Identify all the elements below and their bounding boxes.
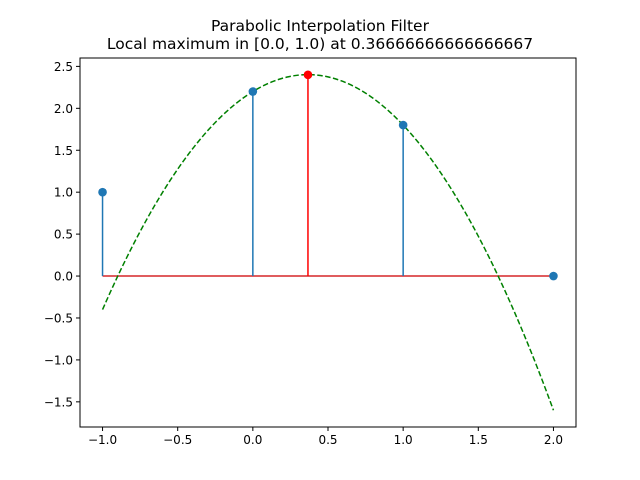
- y-tick-label: 2.5: [54, 60, 73, 74]
- x-tick-label: 0.0: [243, 433, 262, 447]
- y-tick-label: 0.5: [54, 228, 73, 242]
- y-tick-label: 1.5: [54, 144, 73, 158]
- interpolation-curve: [101, 73, 555, 411]
- y-tick-label: 1.0: [54, 186, 73, 200]
- peak-point: [303, 70, 313, 80]
- x-tick-label: −0.5: [163, 433, 192, 447]
- x-tick-label: 1.0: [394, 433, 413, 447]
- sample-point: [398, 120, 408, 130]
- axes-frame: [79, 57, 577, 428]
- chart-title: Parabolic Interpolation Filter: [211, 17, 429, 35]
- y-tick-label: −1.5: [44, 395, 73, 409]
- y-tick-label: −1.0: [44, 353, 73, 367]
- sample-point: [549, 271, 558, 281]
- sample-point: [98, 187, 107, 197]
- x-tick-label: −1.0: [88, 433, 117, 447]
- x-tick-label: 2.0: [544, 433, 563, 447]
- sample-point: [248, 87, 258, 96]
- y-tick-label: 0.0: [54, 270, 73, 284]
- x-tick-label: 0.5: [318, 433, 337, 447]
- x-tick-label: 1.5: [469, 433, 488, 447]
- y-tick-label: 2.0: [54, 102, 73, 116]
- chart-subtitle: Local maximum in [0.0, 1.0) at 0.3666666…: [106, 35, 534, 53]
- y-tick-label: −0.5: [44, 311, 73, 325]
